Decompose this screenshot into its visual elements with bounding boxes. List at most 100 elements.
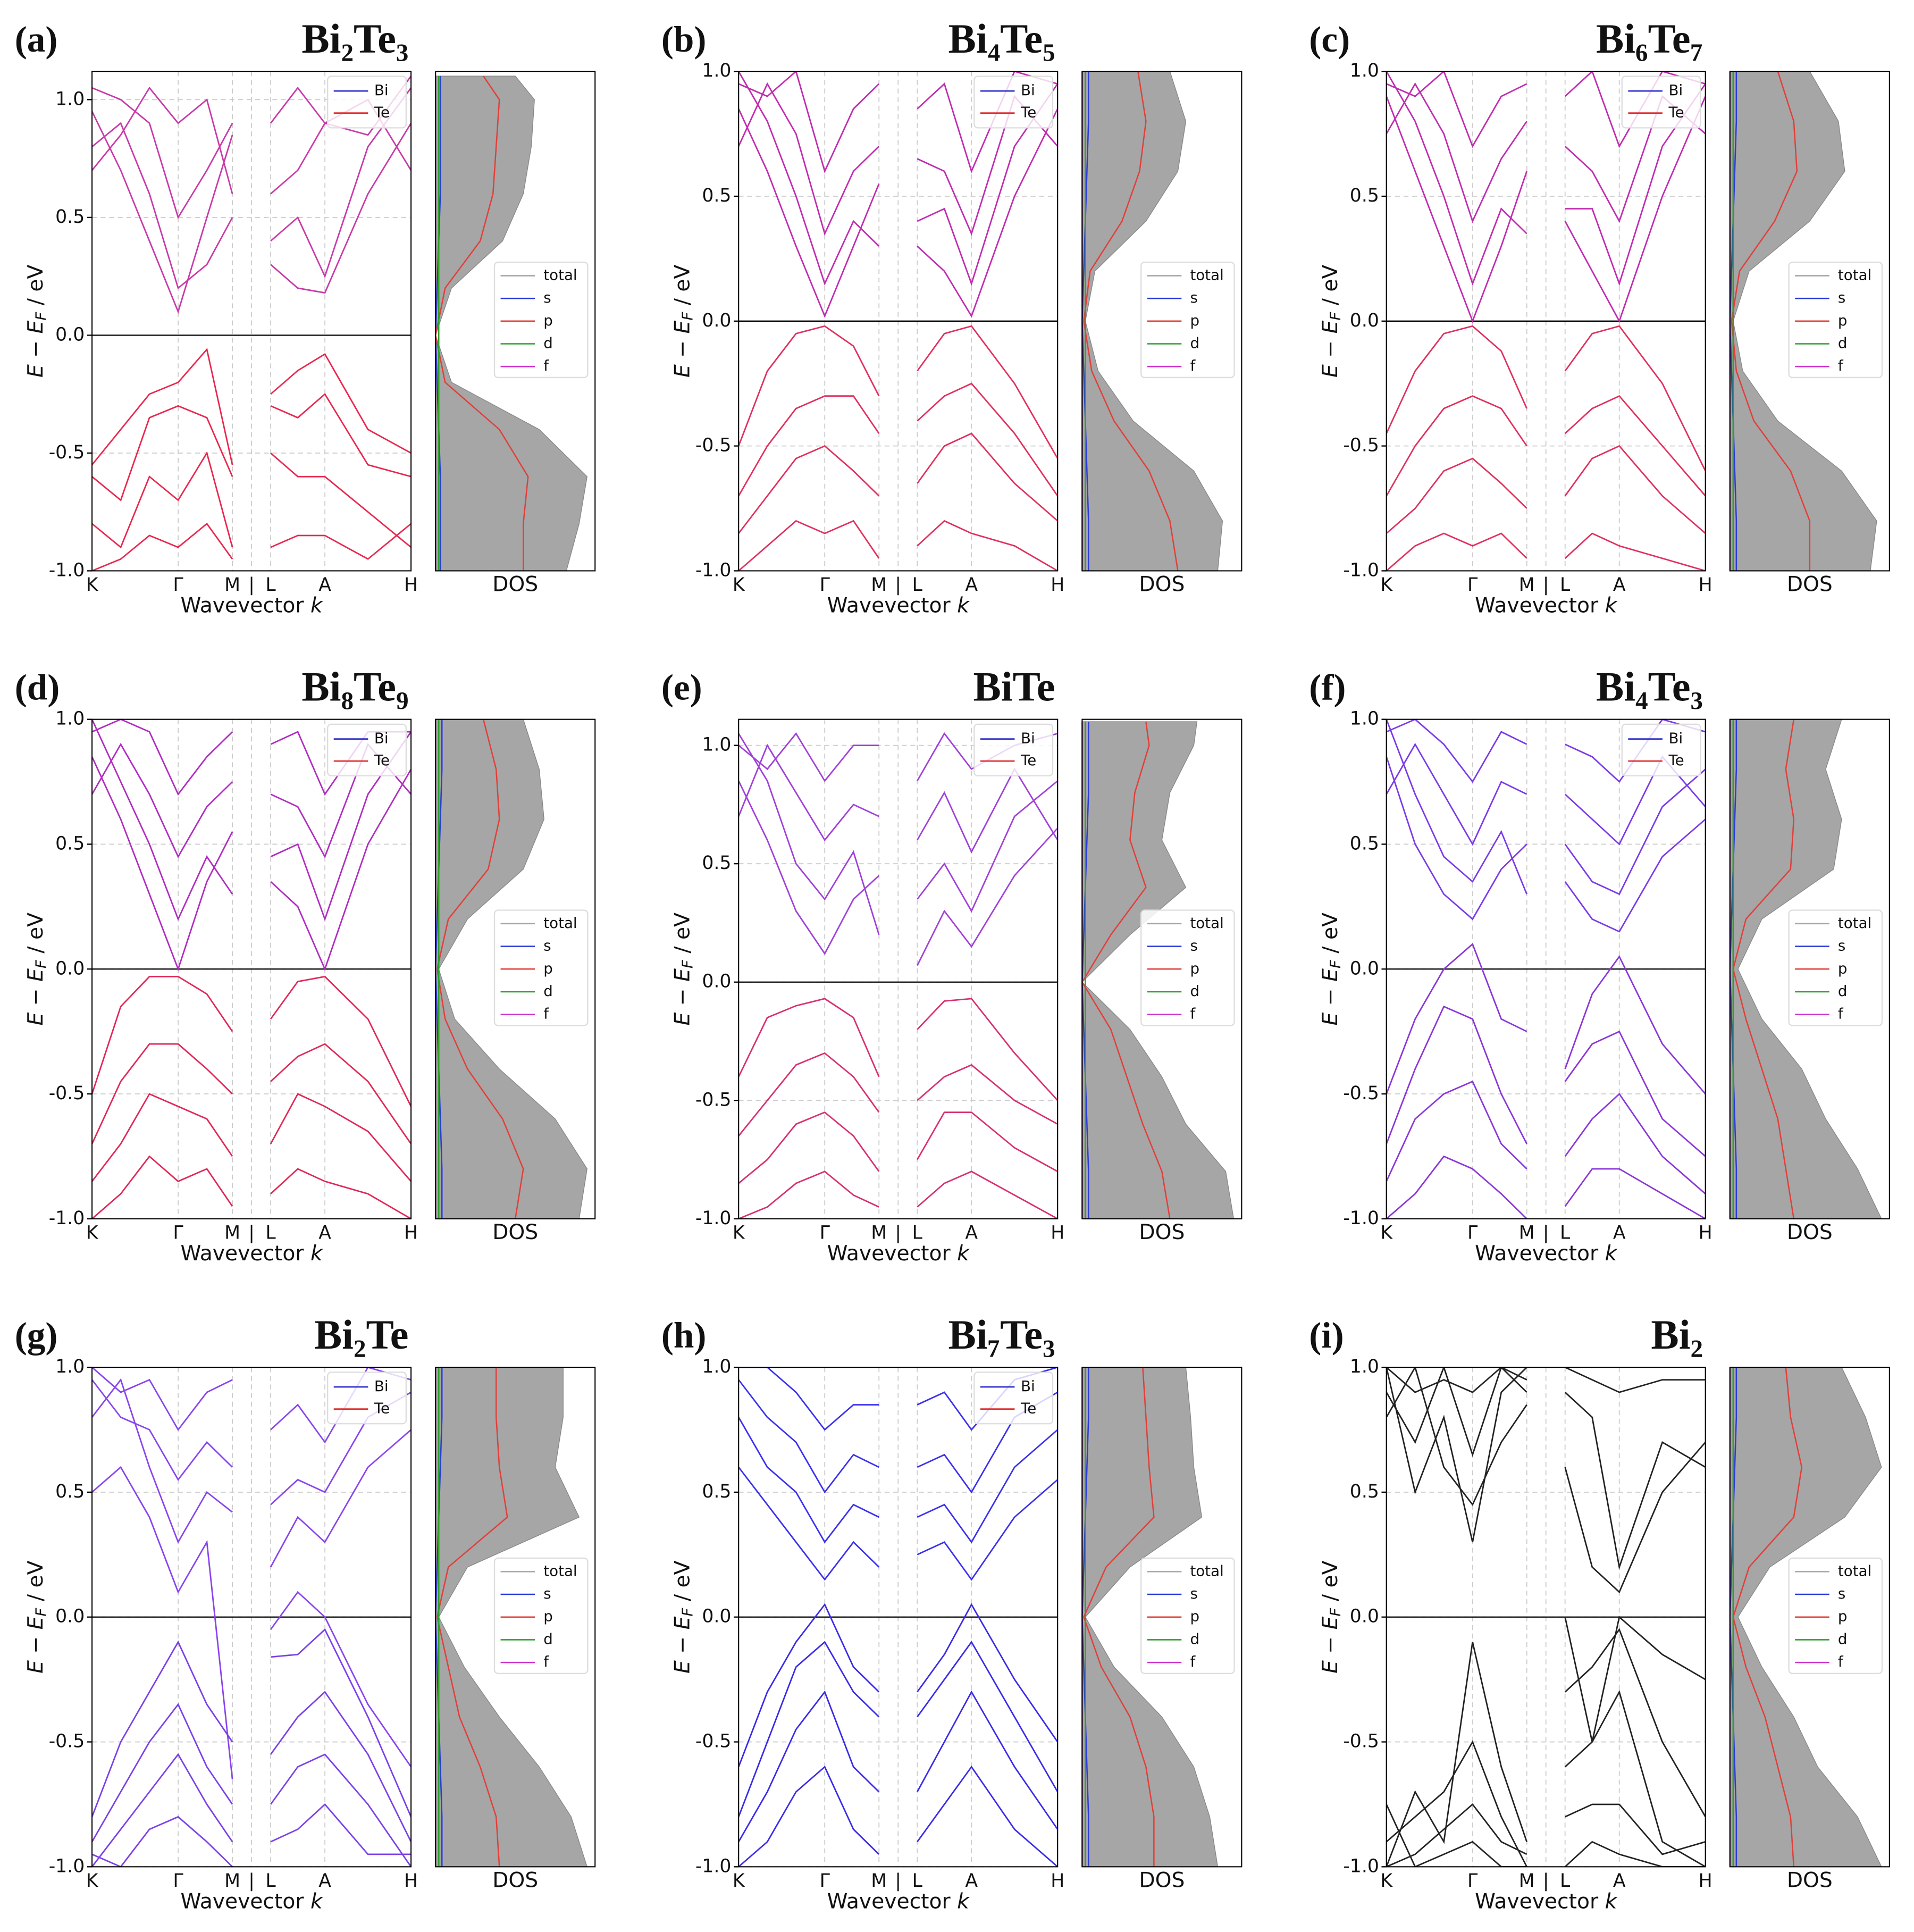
label-part: Wavevector [180,1241,310,1265]
bands [1386,71,1706,571]
label-part: F [679,1608,696,1617]
axis-label: Wavevector k [1475,1241,1618,1265]
y-tick-label: -1.0 [49,559,85,581]
band-line [1386,1367,1706,1393]
band-line [1386,1155,1706,1219]
band-line [92,1155,412,1219]
band-line [1386,1628,1706,1867]
band-line [1386,719,1706,783]
x-tick-label: L [265,574,276,596]
plot-frame [738,71,1059,572]
band-line [92,756,412,972]
chart-title: Bi₂Te [314,1311,409,1358]
band-line [738,325,1058,459]
band-line [738,1641,1058,1817]
label-part: E [670,364,694,378]
y-tick-label: 0.5 [1350,1481,1379,1502]
legend-label: p [1838,959,1848,977]
panel-label: (e) [661,666,702,707]
y-tick-label: -0.5 [49,1731,85,1752]
axis-label: DOS [1139,1869,1185,1893]
legend-box [493,909,589,1026]
y-tick-label: -1.0 [1343,1208,1379,1229]
x-tick-label: L [1560,1870,1571,1892]
label-part: k [1605,1889,1618,1913]
legend-label: Bi [1021,1377,1035,1395]
x-tick-label: H [1699,1223,1712,1244]
y-tick-label: -1.0 [1343,1855,1379,1877]
panel-label: (g) [15,1315,58,1356]
band-line [738,743,1058,854]
y-tick-label: 1.0 [702,1356,731,1377]
band-line [738,1417,1058,1544]
label-part: Wavevector [1475,1241,1605,1265]
x-tick-label: L [912,574,923,596]
x-tick-label: A [965,1870,978,1892]
legend-label: Bi [1021,730,1035,747]
label-part: / eV [670,913,694,960]
x-tick-label: L [912,1223,923,1244]
label-part: F [32,1608,49,1617]
y-tick-label: 0.0 [702,310,731,331]
axis-label: DOS [1787,1220,1833,1244]
x-tick-label: K [86,1223,99,1244]
label-part: Wavevector [827,593,958,617]
band-line [92,1367,412,1444]
legend-label: d [1190,1630,1199,1647]
x-tick-label: | [1543,574,1549,596]
axis-label: E − EF / eV [24,264,50,378]
x-tick-label: M [871,574,887,596]
legend-box [1621,76,1701,129]
y-tick-label: 0.5 [55,1481,85,1502]
dos-area [435,76,587,572]
x-tick-label: A [318,574,331,596]
band-line [738,1603,1058,1767]
legend-label: total [543,266,577,283]
x-tick-label: | [895,574,901,596]
y-tick-label: 0.0 [1350,310,1379,331]
axis-label: E − EF / eV [670,1560,696,1674]
dos-line [1081,721,1171,1219]
label-part: E [24,1012,48,1025]
bands [1386,719,1706,1219]
axis-label: DOS [492,573,538,597]
axis-label: Wavevector k [827,593,970,617]
label-part: E [24,1616,48,1629]
legend-label: s [543,1585,551,1602]
x-tick-label: M [1519,574,1535,596]
legend-label: f [543,1005,549,1023]
x-tick-label: A [318,1870,331,1892]
label-part: / eV [1318,264,1342,312]
axis-label: Wavevector k [180,593,323,617]
x-tick-label: | [248,1223,255,1244]
label-part: − [1318,1629,1342,1660]
label-part: F [1327,312,1344,321]
band-line [1386,1367,1706,1742]
legend-box [326,1371,407,1425]
axis-label: E − EF / eV [1318,913,1344,1026]
x-tick-label: A [1613,1870,1626,1892]
band-line [738,520,1058,571]
band-line [92,347,412,465]
x-tick-label: K [733,1870,745,1892]
legend-label: s [1838,937,1845,955]
band-line [92,1466,412,1780]
label-part: k [957,1241,970,1265]
chart-title: Bi₄Te₅ [948,15,1055,62]
label-part: − [24,333,48,364]
y-tick-label: -0.5 [49,1083,85,1104]
axis-label: DOS [1787,573,1833,597]
legend-label: Te [374,751,390,769]
label-part: Wavevector [1475,593,1605,617]
legend-box [973,723,1054,776]
legend-label: d [543,334,553,352]
plot-frame [1386,71,1706,572]
chart-title: Bi₂ [1651,1311,1703,1358]
band-line [92,1803,412,1867]
x-tick-label: K [1380,1223,1393,1244]
legend-box [973,76,1054,129]
dos-line [434,76,529,571]
legend-label: p [1190,1608,1199,1625]
axis-label: Wavevector k [180,1241,323,1265]
x-tick-label: | [248,1870,255,1892]
